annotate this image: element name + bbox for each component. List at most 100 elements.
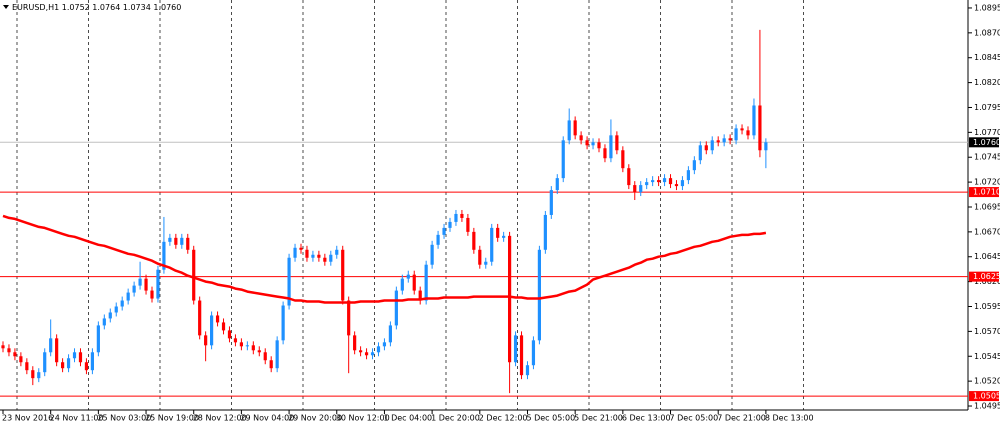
candle-body <box>704 145 708 151</box>
candle-body <box>263 352 267 361</box>
x-tick-label: 23 Nov 2016 <box>2 414 53 423</box>
candle-body <box>49 338 53 353</box>
candle-body <box>680 180 685 187</box>
candle-body <box>227 330 232 339</box>
level-label: 1.0625 <box>973 272 1000 281</box>
candle-body <box>120 300 124 307</box>
candle-body <box>43 352 47 373</box>
candle-body <box>257 350 261 353</box>
candle-body <box>639 185 643 193</box>
candle-body <box>245 345 249 347</box>
candle-body <box>633 185 637 193</box>
candle-body <box>460 213 464 218</box>
x-tick-label: 7 Dec 21:00 <box>717 414 766 423</box>
y-tick-label: 1.0720 <box>974 178 1000 187</box>
y-tick-label: 1.0595 <box>974 302 1000 311</box>
x-tick-label: 28 Nov 12:00 <box>193 414 247 423</box>
x-tick-label: 1 Dec 04:00 <box>383 414 432 423</box>
y-tick-label: 1.0795 <box>974 103 1000 112</box>
candle-body <box>61 362 65 369</box>
candle-body <box>293 247 297 258</box>
candle-body <box>561 140 565 179</box>
candle-body <box>531 340 536 366</box>
candle-body <box>269 360 273 369</box>
x-tick-label: 30 Nov 12:00 <box>336 414 390 423</box>
candle-body <box>412 274 416 291</box>
candle-body <box>651 180 655 183</box>
x-tick-label: 5 Dec 21:00 <box>574 414 623 423</box>
candle-body <box>508 235 512 363</box>
candle-body <box>627 168 631 186</box>
y-tick-label: 1.0645 <box>974 252 1000 261</box>
candle-body <box>549 190 553 215</box>
candle-body <box>585 140 589 146</box>
candle-body <box>567 120 571 141</box>
candle-body <box>525 365 530 376</box>
candle-body <box>430 244 434 265</box>
candle-body <box>114 306 118 313</box>
candle-body <box>645 182 649 186</box>
candle-body <box>752 105 756 136</box>
candle-body <box>317 254 321 258</box>
candle-body <box>698 145 702 161</box>
candle-body <box>347 300 351 336</box>
candle-body <box>490 227 494 262</box>
menu-arrow[interactable] <box>3 5 9 9</box>
x-tick-label: 24 Nov 11:00 <box>50 414 104 423</box>
candle-body <box>716 140 720 143</box>
candle-body <box>555 178 559 191</box>
candle-body <box>519 335 524 376</box>
candle-body <box>621 150 625 169</box>
candle-body <box>329 254 333 262</box>
candle-body <box>168 237 172 242</box>
candle-body <box>496 227 500 238</box>
candle-body <box>239 342 243 347</box>
y-tick-label: 1.0895 <box>974 3 1000 12</box>
moving-average <box>2 214 767 304</box>
x-tick-label: 29 Nov 04:00 <box>240 414 294 423</box>
level-label: 1.0710 <box>973 188 1000 197</box>
y-tick-label: 1.0870 <box>974 28 1000 37</box>
candle-body <box>335 249 339 255</box>
candle-body <box>108 312 112 319</box>
candle-body <box>728 138 732 141</box>
candle-body <box>353 335 357 351</box>
candle-body <box>78 352 83 363</box>
x-tick-label: 6 Dec 13:00 <box>622 414 671 423</box>
candle-body <box>740 128 744 131</box>
candle-body <box>615 135 619 151</box>
y-tick-label: 1.0545 <box>974 352 1000 361</box>
x-tick-label: 2 Dec 12:00 <box>479 414 528 423</box>
candle-body <box>478 249 482 265</box>
candle-body <box>323 257 327 262</box>
y-tick-label: 1.0770 <box>974 128 1000 137</box>
candle-body <box>382 342 387 347</box>
candle-body <box>72 352 77 359</box>
candle-body <box>174 237 178 245</box>
candle-body <box>603 148 607 159</box>
candle-body <box>674 184 679 187</box>
candle-body <box>472 231 476 250</box>
bid-label-box <box>969 137 999 148</box>
candle-body <box>513 335 518 363</box>
candle-body <box>13 352 17 357</box>
candle-body <box>406 274 410 279</box>
candle-body <box>692 160 696 171</box>
candle-body <box>198 300 202 336</box>
y-tick-label: 1.0845 <box>974 53 1000 62</box>
candle-body <box>102 318 106 326</box>
candle-body <box>156 269 160 299</box>
candle-body <box>668 178 673 185</box>
candle-body <box>287 257 291 306</box>
candle-body <box>96 325 100 353</box>
x-tick-label: 25 Nov 19:00 <box>145 414 199 423</box>
candle-body <box>418 290 422 301</box>
candle-body <box>573 120 577 136</box>
candle-body <box>299 247 303 250</box>
candle-body <box>281 305 285 341</box>
candle-body <box>311 254 315 258</box>
candle-body <box>221 322 226 331</box>
x-tick-label: 25 Nov 03:00 <box>97 414 151 423</box>
